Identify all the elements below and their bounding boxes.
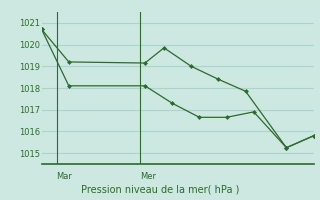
Text: Pression niveau de la mer( hPa ): Pression niveau de la mer( hPa ) bbox=[81, 184, 239, 194]
Text: Mar: Mar bbox=[57, 172, 73, 181]
Text: Mer: Mer bbox=[140, 172, 156, 181]
